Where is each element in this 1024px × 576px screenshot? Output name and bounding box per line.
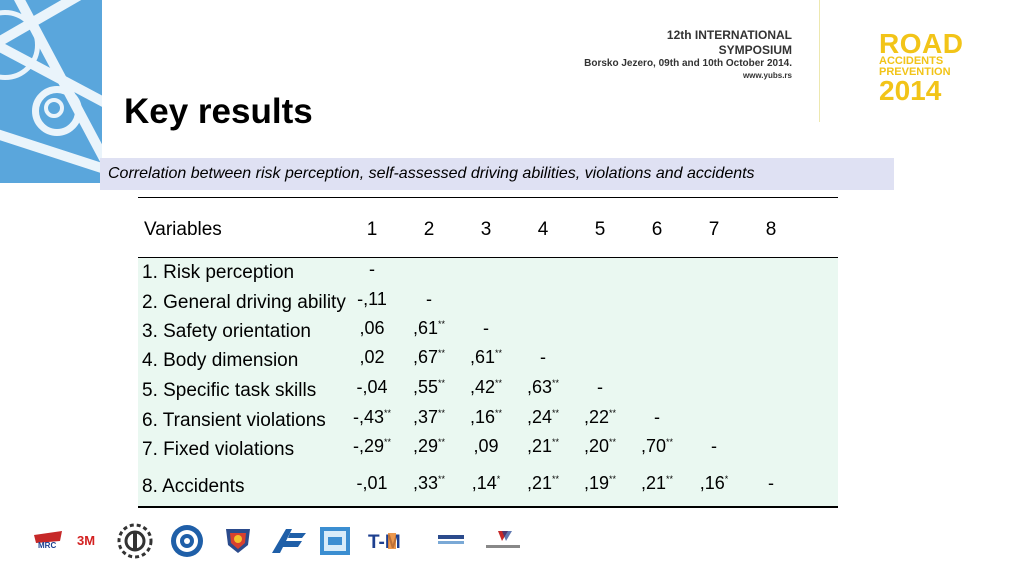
table-cell: ,02	[359, 347, 385, 367]
table-cell: ,42**	[469, 377, 503, 397]
table-header: Variables 1 2 3 4 5 6 7 8	[138, 198, 838, 257]
row-label: 1. Risk perception	[142, 262, 295, 283]
tm-logo: T-M	[368, 532, 401, 553]
row-label: 8. Accidents	[142, 476, 245, 497]
table-cell: ,61**	[412, 318, 446, 338]
column-header-variables: Variables	[144, 219, 222, 240]
table-cell: ,55**	[412, 377, 446, 397]
column-header-3: 3	[480, 219, 492, 240]
column-header-4: 4	[537, 219, 549, 240]
table-cell: ,16*	[699, 473, 729, 493]
table-cell: ,16**	[469, 407, 503, 427]
column-header-6: 6	[651, 219, 663, 240]
sponsor-logo-strip: MRC 3M T-M	[30, 521, 530, 561]
brand-logo-line4: 2014	[879, 75, 942, 106]
caption-text: Correlation between risk perception, sel…	[108, 165, 755, 182]
mrc-logo: MRC	[34, 531, 62, 550]
column-header-7: 7	[708, 219, 720, 240]
table-cell: ,37**	[412, 407, 446, 427]
table-cell: ,21**	[640, 473, 674, 493]
table-cell: -	[711, 436, 717, 456]
table-cell: -,04	[356, 377, 388, 397]
table-cell: ,21**	[526, 473, 560, 493]
table-cell: ,06	[359, 318, 385, 338]
table-cell: ,14*	[471, 473, 501, 493]
symposium-line2: SYMPOSIUM	[718, 43, 792, 57]
row-label: 2. General driving ability	[142, 292, 346, 313]
column-header-8: 8	[765, 219, 777, 240]
table-cell: -	[768, 473, 774, 493]
symposium-line3: Borsko Jezero, 09th and 10th October 201…	[584, 58, 792, 69]
table-bottom-rule	[138, 506, 838, 508]
brand-logo-line3: PREVENTION	[879, 66, 951, 78]
table-cell: -,11	[357, 289, 387, 309]
symposium-line1: 12th INTERNATIONAL	[666, 28, 792, 42]
table-cell: ,22**	[583, 407, 617, 427]
row-label: 3. Safety orientation	[142, 321, 311, 342]
table-cell: ,63**	[526, 377, 560, 397]
table-cell: -	[654, 407, 660, 427]
small-logo-2	[486, 531, 520, 548]
table-cell: -,43**	[352, 407, 392, 427]
correlation-table: Variables 1 2 3 4 5 6 7 8 1. Risk perception - 2. …	[138, 197, 838, 508]
stc-logo	[320, 527, 350, 555]
circle-logo	[171, 525, 203, 557]
table-cell: -	[540, 347, 546, 367]
3m-logo: 3M	[77, 533, 95, 548]
symposium-url: www.yubs.rs	[742, 71, 792, 80]
shield-logo	[226, 529, 250, 553]
table-cell: -,01	[356, 473, 388, 493]
table-cell: -	[426, 289, 432, 309]
table-cell: ,70**	[640, 436, 674, 456]
brand-logo-line2: ACCIDENTS	[879, 55, 944, 67]
table-body: 1. Risk perception - 2. General driving ab…	[138, 257, 838, 506]
small-logo-1	[438, 535, 464, 544]
table-cell: -	[483, 318, 489, 338]
gear-logo	[117, 523, 153, 559]
table-cell: ,33**	[412, 473, 446, 493]
table-cell: ,24**	[526, 407, 560, 427]
column-header-2: 2	[423, 219, 435, 240]
table-cell: ,09	[473, 436, 499, 456]
ftc-logo	[272, 529, 306, 553]
mrc-logo-text: MRC	[38, 541, 56, 550]
table-cell: -,29**	[352, 436, 392, 456]
table-cell: ,29**	[412, 436, 446, 456]
row-label: 7. Fixed violations	[142, 439, 295, 460]
table-cell: ,61**	[469, 347, 503, 367]
header-divider	[819, 0, 820, 122]
brand-logo-line1: ROAD	[879, 28, 964, 59]
table-cell: ,67**	[412, 347, 446, 367]
3m-logo-text: 3M	[77, 533, 95, 548]
table-cell: -	[597, 377, 603, 397]
table-cell: -	[369, 259, 375, 279]
table-cell: ,21**	[526, 436, 560, 456]
corner-decoration	[0, 0, 102, 183]
row-label: 4. Body dimension	[142, 350, 299, 371]
table-top-rule	[138, 197, 838, 198]
page-title: Key results	[124, 92, 313, 131]
column-header-5: 5	[594, 219, 606, 240]
table-caption: Correlation between risk perception, sel…	[100, 158, 894, 190]
column-header-1: 1	[366, 219, 378, 240]
row-label: 5. Specific task skills	[142, 380, 317, 401]
table-cell: ,20**	[583, 436, 617, 456]
table-cell: ,19**	[583, 473, 617, 493]
row-label: 6. Transient violations	[142, 410, 326, 431]
